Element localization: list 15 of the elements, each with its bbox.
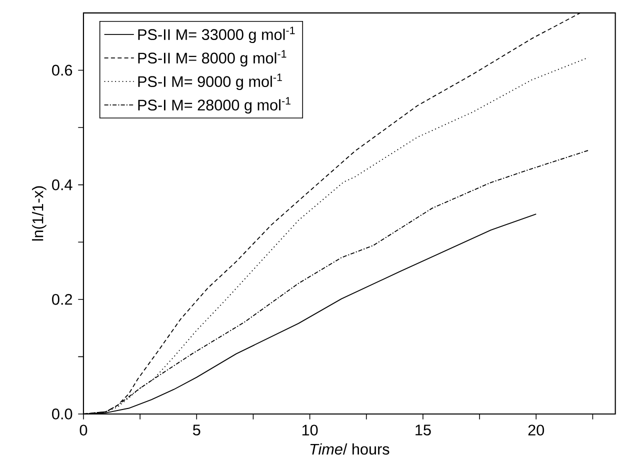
- x-tick-label: 20: [528, 424, 544, 436]
- y-tick-label: 0.2: [52, 294, 72, 305]
- y-tick-label: 0.4: [52, 179, 72, 190]
- legend-label: PS-II M= 8000 g mol$^{-1}$: [138, 50, 286, 67]
- x-axis-title: Time/ hours: [310, 443, 390, 455]
- y-tick-label: 0.6: [52, 64, 72, 76]
- x-tick-label: 5: [192, 424, 200, 436]
- x-tick-label: 10: [302, 424, 318, 436]
- legend-label: PS-II M= 33000 g mol$^{-1}$: [138, 26, 295, 44]
- y-axis-title: ln(1/1-x): [32, 186, 46, 241]
- legend-label: PS-I M= 28000 g mol$^{-1}$: [138, 97, 290, 114]
- x-tick-label: 15: [416, 424, 431, 436]
- x-tick-label: 0: [80, 424, 88, 436]
- legend-label: PS-I M= 9000 g mol$^{-1}$: [138, 74, 282, 90]
- y-tick-label: 0.0: [52, 408, 72, 420]
